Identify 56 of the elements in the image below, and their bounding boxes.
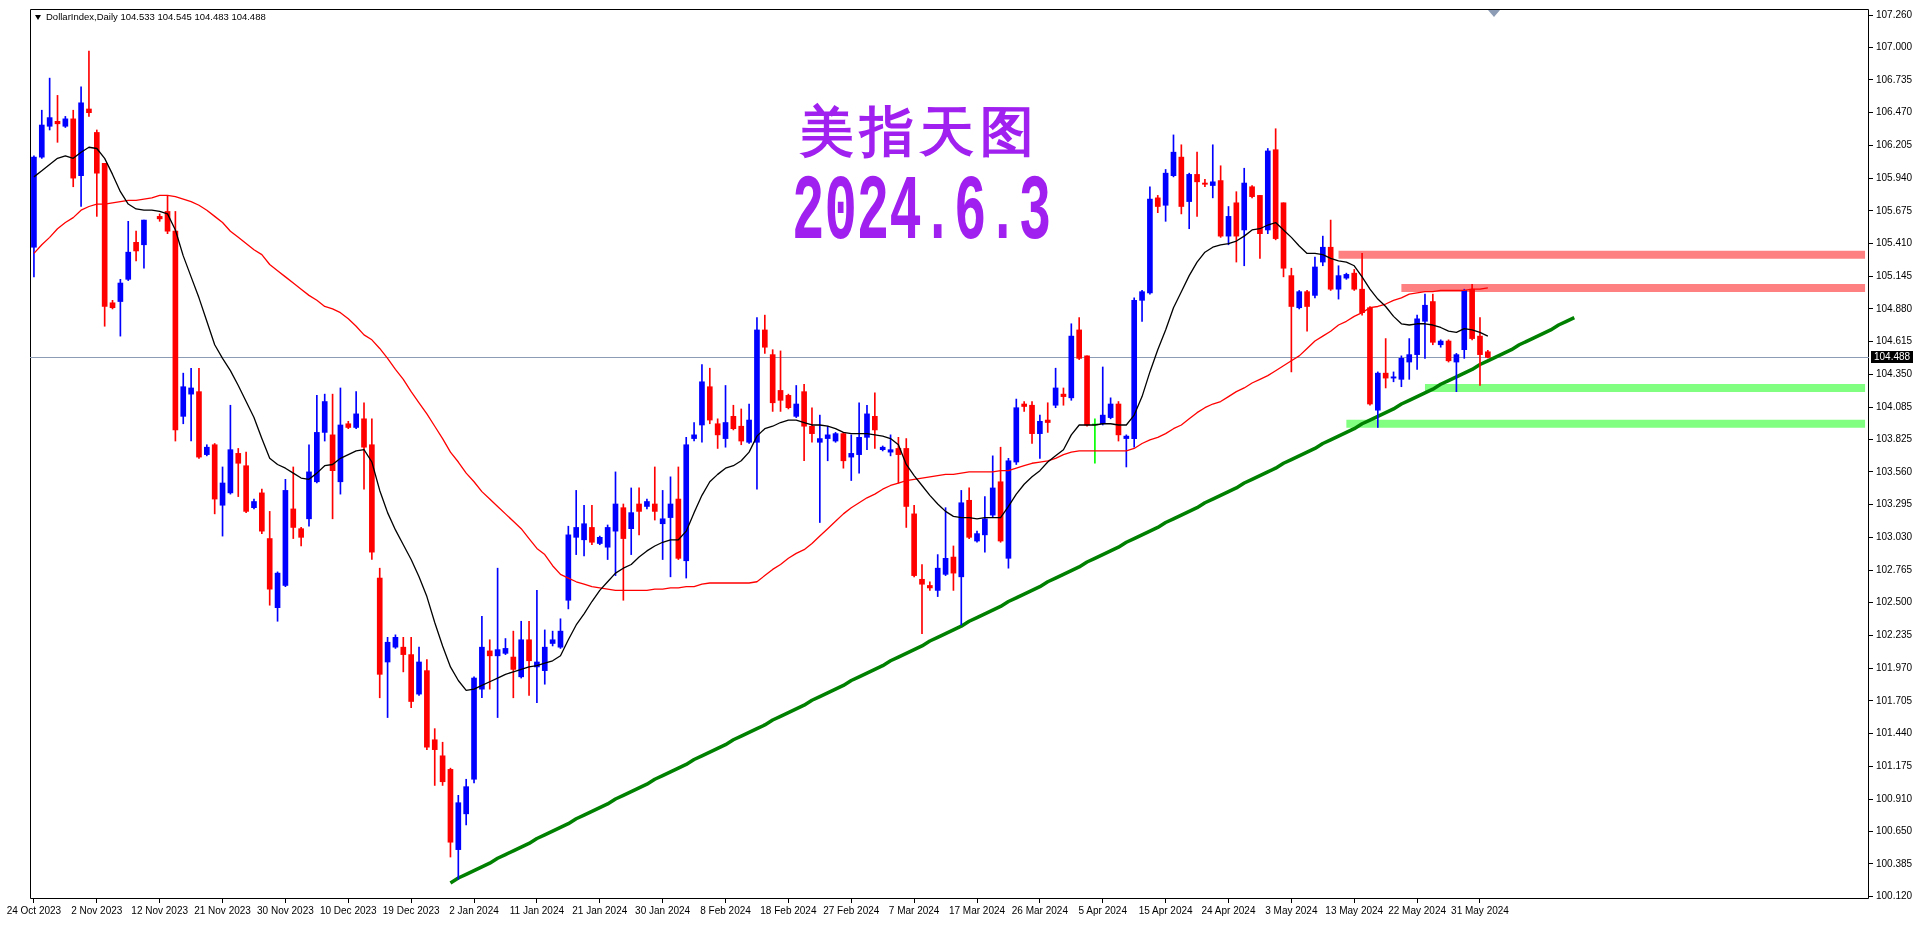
x-tick-label: 17 Mar 2024 [948,904,1006,916]
x-tick-label: 21 Nov 2023 [194,904,252,916]
y-tick-label: 102.765 [1876,563,1913,575]
x-tick-label: 24 Apr 2024 [1201,904,1256,916]
annotation: 2024.6.3 [792,161,1052,265]
x-tick-label: 27 Feb 2024 [823,904,880,916]
x-tick-label: 5 Apr 2024 [1078,904,1128,916]
x-tick-label: 15 Apr 2024 [1138,904,1194,916]
y-tick-label: 100.650 [1876,824,1913,836]
y-tick-label: 106.735 [1876,73,1913,85]
x-tick-label: 2 Nov 2023 [71,904,123,916]
y-tick-label: 105.145 [1876,270,1913,281]
x-tick-label: 2 Jan 2024 [449,904,500,916]
x-tick-label: 31 May 2024 [1451,904,1510,916]
y-tick-label: 106.205 [1876,139,1913,151]
x-tick-label: 8 Feb 2024 [700,904,752,916]
annotation: 美指天图 [800,99,1040,163]
y-tick-label: 105.410 [1876,237,1913,249]
x-tick-label: 30 Nov 2023 [257,904,315,916]
y-tick-label: 100.120 [1876,890,1913,902]
x-tick-label: 12 Nov 2023 [131,904,189,916]
y-tick-label: 101.970 [1876,661,1913,673]
y-tick-label: 100.910 [1876,792,1913,804]
x-tick-label: 3 May 2024 [1265,904,1318,916]
chart-title: DollarIndex,Daily 104.533 104.545 104.483 104.488 [46,11,266,23]
x-tick-label: 22 May 2024 [1388,904,1447,916]
x-tick-label: 10 Dec 2023 [319,904,378,916]
ref-line-label: 104.488 [1871,351,1914,364]
y-tick-label: 103.295 [1876,498,1913,510]
x-tick-label: 7 Mar 2024 [888,904,940,916]
y-tick-label: 107.000 [1876,41,1913,53]
y-tick-label: 100.385 [1876,857,1913,869]
y-tick-label: 105.940 [1876,171,1913,183]
y-tick-label: 102.235 [1876,629,1913,641]
x-tick-label: 13 May 2024 [1325,904,1384,916]
y-tick-label: 103.825 [1876,432,1913,444]
y-tick-label: 104.350 [1876,368,1913,380]
y-tick-label: 106.470 [1876,106,1913,118]
y-tick-label: 104.615 [1876,335,1913,347]
y-tick-label: 103.030 [1876,531,1913,543]
y-tick-label: 102.500 [1876,596,1913,608]
x-tick-label: 24 Oct 2023 [6,904,62,916]
y-tick-label: 103.560 [1876,465,1913,477]
y-tick-label: 101.175 [1876,760,1913,772]
x-tick-label: 11 Jan 2024 [509,904,565,916]
y-tick-label: 101.440 [1876,727,1913,739]
x-tick-label: 18 Feb 2024 [760,904,817,916]
x-tick-label: 21 Jan 2024 [572,904,628,916]
y-tick-label: 104.880 [1876,302,1913,314]
y-tick-label: 104.085 [1876,400,1913,412]
y-tick-label: 107.260 [1876,8,1913,20]
x-tick-label: 30 Jan 2024 [635,904,691,916]
x-tick-label: 26 Mar 2024 [1011,904,1069,916]
y-tick-label: 101.705 [1876,694,1913,706]
y-tick-label: 105.675 [1876,204,1913,216]
x-tick-label: 19 Dec 2023 [382,904,440,916]
